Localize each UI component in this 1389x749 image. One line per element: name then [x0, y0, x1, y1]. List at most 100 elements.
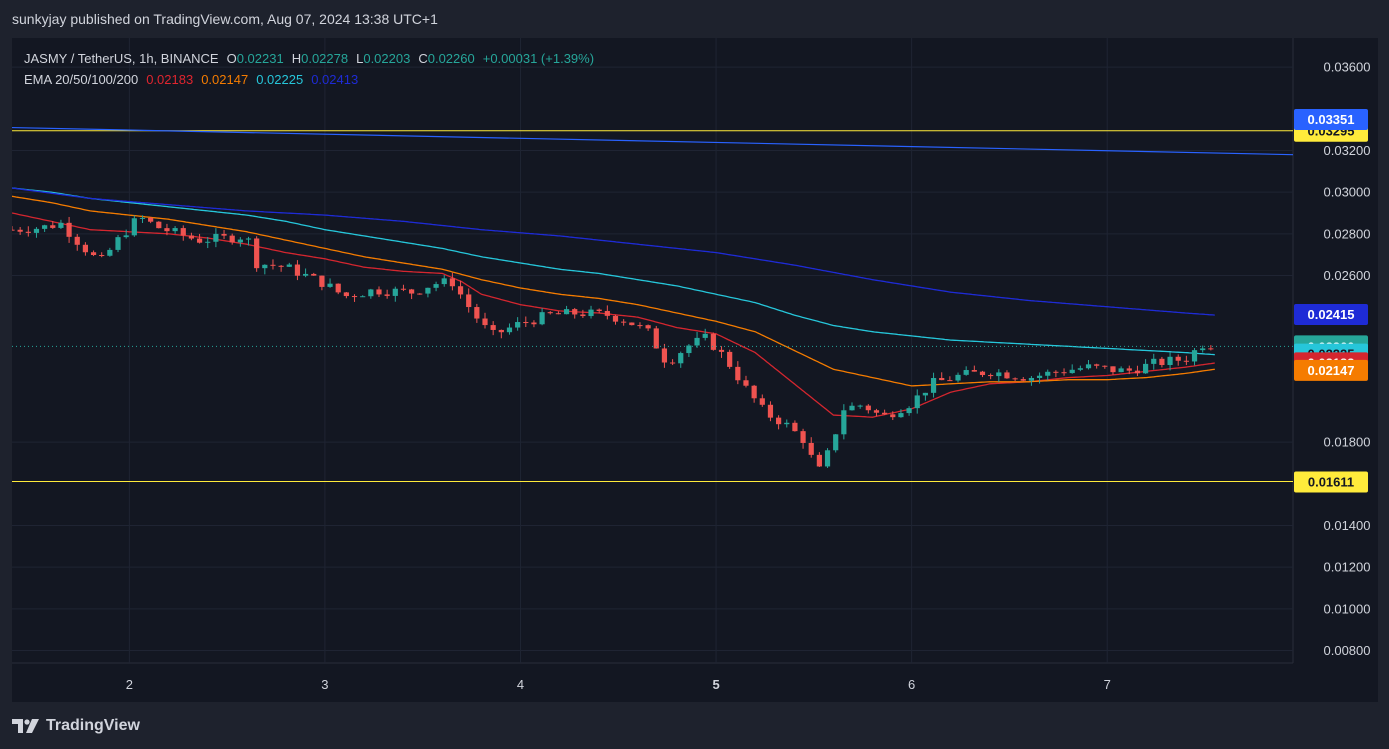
candle-body	[515, 322, 521, 328]
candle-layer	[12, 215, 1214, 469]
candle-body	[474, 307, 480, 319]
candle-body	[963, 370, 969, 375]
candle-body	[1208, 348, 1214, 350]
y-tick-label: 0.01000	[1324, 601, 1371, 616]
tradingview-brand[interactable]: TradingView	[46, 717, 140, 734]
footer: TradingView	[12, 714, 140, 738]
candle-body	[1045, 371, 1051, 376]
candle-body	[311, 273, 317, 276]
candle-body	[890, 414, 896, 418]
candle-body	[588, 309, 594, 317]
candle-body	[139, 217, 146, 219]
ema200-line	[12, 187, 1215, 316]
ema-label[interactable]: EMA 20/50/100/200	[24, 72, 139, 87]
candle-body	[368, 289, 374, 297]
ema50-line	[12, 195, 1215, 387]
x-tick-label: 6	[908, 677, 915, 692]
candle-body	[490, 325, 496, 330]
y-tick-label: 0.03600	[1324, 60, 1371, 75]
candle-body	[384, 294, 390, 296]
candle-body	[131, 218, 137, 236]
ema-price-badge	[1294, 359, 1368, 381]
candle-body	[457, 286, 464, 295]
candle-body	[66, 222, 72, 237]
candle-body	[841, 410, 847, 435]
candle-body	[1028, 377, 1035, 381]
candle-body	[221, 233, 227, 236]
candlestick-chart[interactable]: 0.03600 0.03200 0.03000 0.02800 0.02600 0.018…	[12, 38, 1378, 702]
low-label: L	[356, 51, 364, 66]
high-label: H	[291, 51, 302, 66]
candle-body	[718, 349, 725, 352]
candle-body	[580, 314, 586, 317]
candle-body	[441, 278, 447, 285]
candle-body	[678, 353, 684, 364]
candle-body	[229, 235, 235, 243]
candle-body	[629, 322, 635, 326]
candle-body	[425, 287, 431, 294]
candle-body	[914, 395, 920, 409]
candle-body	[343, 292, 349, 297]
candle-body	[433, 284, 439, 288]
candle-body	[539, 312, 545, 325]
candle-body	[653, 328, 659, 349]
candle-body	[824, 450, 831, 467]
candle-body	[816, 454, 822, 467]
line-layer	[12, 126, 1294, 483]
candle-body	[1200, 348, 1206, 351]
candle-body	[784, 422, 790, 425]
candle-body	[1077, 368, 1083, 370]
candle-body	[25, 231, 31, 233]
candle-body	[498, 329, 504, 333]
candle-body	[99, 255, 105, 257]
candle-body	[849, 405, 855, 411]
candle-body	[996, 372, 1002, 377]
candle-body	[237, 239, 243, 243]
tradingview-logo-icon[interactable]	[12, 719, 40, 733]
candle-body	[604, 310, 610, 316]
candle-body	[1142, 363, 1149, 374]
chart-panel[interactable]: 0.03600 0.03200 0.03000 0.02800 0.02600 0.018…	[12, 38, 1378, 702]
candle-body	[1175, 356, 1181, 361]
candle-body	[1191, 350, 1198, 362]
candle-body	[563, 309, 570, 315]
ema20-value: 0.02183	[146, 72, 194, 87]
y-tick-label: 0.02800	[1324, 226, 1371, 241]
candle-body	[1085, 364, 1092, 369]
ema50-value: 0.02147	[201, 72, 249, 87]
candle-body	[33, 228, 40, 233]
high-value: 0.02278	[301, 51, 349, 66]
ema20-line	[12, 212, 1215, 418]
symbol-label[interactable]: JASMY / TetherUS, 1h, BINANCE	[24, 51, 219, 66]
candle-body	[955, 374, 961, 381]
ema200-value: 0.02413	[311, 72, 359, 87]
x-tick-label: 5	[712, 677, 719, 692]
candle-body	[123, 235, 129, 238]
candle-body	[531, 322, 537, 325]
y-tick-label: 0.01200	[1324, 560, 1371, 575]
chart-legend: JASMY / TetherUS, 1h, BINANCE O0.02231 H0.…	[24, 48, 594, 90]
published-info: sunkyjay published on TradingView.com, A…	[12, 11, 438, 27]
ema-price-label: 0.02147	[1308, 363, 1355, 378]
candle-body	[74, 236, 80, 245]
candle-body	[939, 378, 945, 381]
candle-body	[409, 289, 415, 294]
candle-body	[351, 296, 358, 298]
candle-body	[727, 351, 733, 367]
candle-body	[254, 238, 260, 269]
candle-body	[1094, 364, 1100, 366]
candle-body	[751, 385, 757, 399]
candle-body	[17, 229, 23, 232]
badge-layer: 0.032950.016110.033510.0226021:430.02415…	[1294, 109, 1368, 493]
candle-body	[743, 380, 749, 386]
candle-body	[523, 322, 529, 324]
y-tick-label: 0.01400	[1324, 518, 1371, 533]
hline-price-label: 0.01611	[1308, 475, 1354, 490]
x-tick-label: 4	[517, 677, 524, 692]
candle-body	[669, 362, 676, 364]
candle-body	[612, 315, 619, 322]
ema-price-badge	[1294, 304, 1368, 326]
candle-body	[1053, 371, 1059, 373]
candle-body	[1061, 372, 1067, 374]
candle-body	[156, 221, 162, 229]
